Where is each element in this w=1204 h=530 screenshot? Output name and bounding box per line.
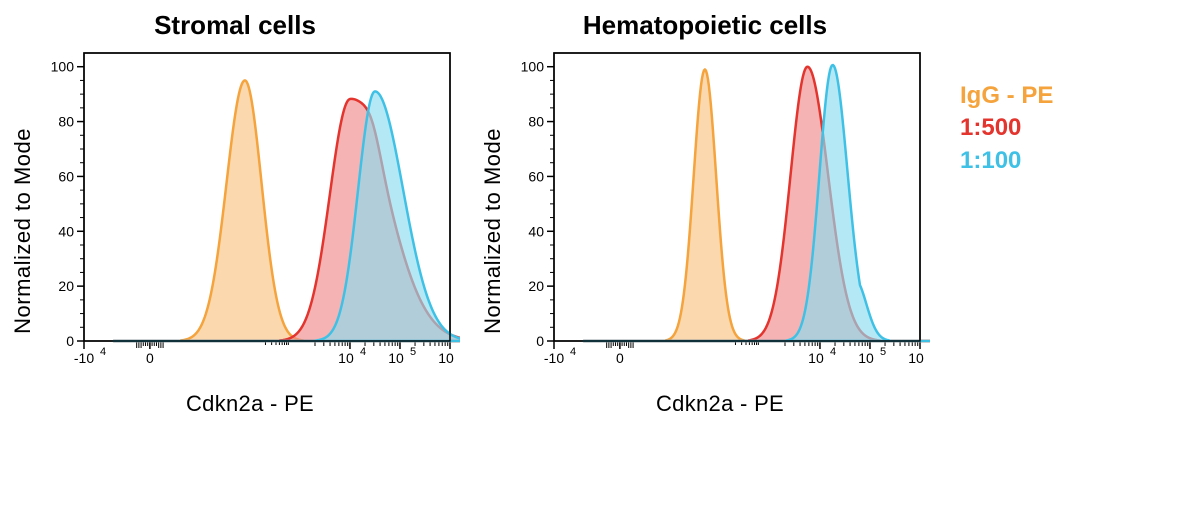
svg-text:60: 60 (528, 168, 544, 184)
svg-text:4: 4 (100, 346, 106, 358)
legend-item-1-100: 1:100 (960, 145, 1053, 177)
svg-text:10: 10 (388, 350, 404, 366)
panel-title: Hematopoietic cells (583, 10, 827, 41)
legend: IgG - PE 1:500 1:100 (960, 80, 1053, 177)
plot-wrap: 020406080100-1040104105106 Cdkn2a - PE (510, 45, 930, 417)
svg-text:5: 5 (880, 346, 886, 358)
panel-stromal: Stromal cells Normalized to Mode 0204060… (10, 10, 460, 417)
legend-item-igg: IgG - PE (960, 80, 1053, 112)
svg-text:60: 60 (58, 168, 74, 184)
svg-text:4: 4 (570, 346, 576, 358)
figure-container: Stromal cells Normalized to Mode 0204060… (0, 0, 1204, 417)
svg-text:20: 20 (528, 278, 544, 294)
svg-text:4: 4 (830, 346, 836, 358)
histogram-plot: 020406080100-1040104105106 (40, 45, 460, 385)
y-axis-label: Normalized to Mode (480, 128, 506, 334)
panel-title: Stromal cells (154, 10, 316, 41)
x-axis-label: Cdkn2a - PE (40, 391, 460, 417)
svg-text:0: 0 (536, 333, 544, 349)
legend-item-1-500: 1:500 (960, 112, 1053, 144)
svg-text:-10: -10 (544, 350, 564, 366)
svg-text:80: 80 (58, 114, 74, 130)
svg-text:10: 10 (858, 350, 874, 366)
y-axis-label: Normalized to Mode (10, 128, 36, 334)
svg-text:10: 10 (908, 350, 924, 366)
histogram-plot: 020406080100-1040104105106 (510, 45, 930, 385)
svg-text:0: 0 (616, 350, 624, 366)
svg-text:100: 100 (521, 59, 545, 75)
svg-text:4: 4 (360, 346, 366, 358)
svg-text:0: 0 (66, 333, 74, 349)
svg-text:-10: -10 (74, 350, 94, 366)
plot-wrap: 020406080100-1040104105106 Cdkn2a - PE (40, 45, 460, 417)
panel-hematopoietic: Hematopoietic cells Normalized to Mode 0… (480, 10, 930, 417)
svg-text:40: 40 (58, 223, 74, 239)
svg-text:40: 40 (528, 223, 544, 239)
svg-text:10: 10 (808, 350, 824, 366)
svg-text:5: 5 (410, 346, 416, 358)
svg-text:20: 20 (58, 278, 74, 294)
svg-text:10: 10 (338, 350, 354, 366)
svg-text:80: 80 (528, 114, 544, 130)
x-axis-label: Cdkn2a - PE (510, 391, 930, 417)
chart-row: Normalized to Mode 020406080100-10401041… (10, 45, 460, 417)
chart-row: Normalized to Mode 020406080100-10401041… (480, 45, 930, 417)
svg-text:10: 10 (438, 350, 454, 366)
svg-text:0: 0 (146, 350, 154, 366)
svg-text:100: 100 (51, 59, 75, 75)
